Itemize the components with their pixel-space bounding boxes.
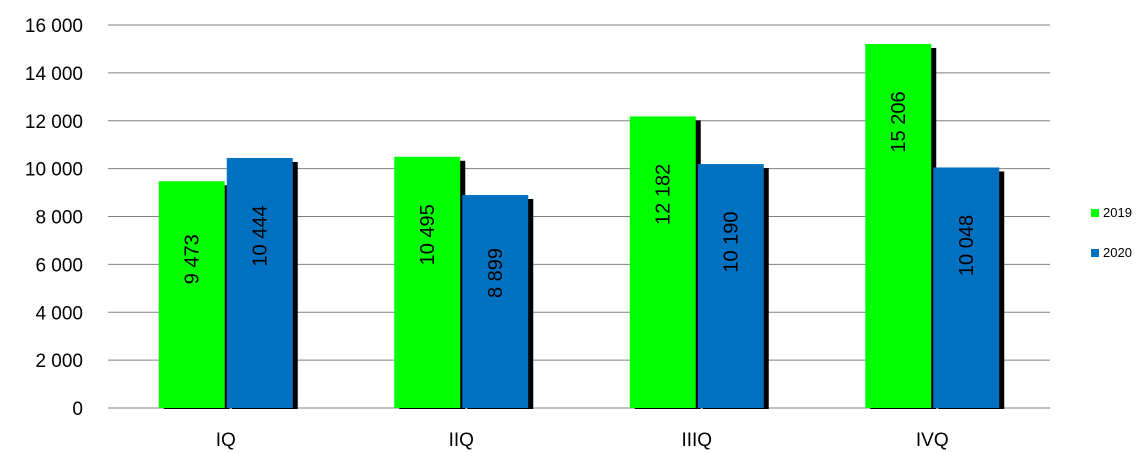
- data-label: 10 048: [956, 215, 978, 276]
- y-tick-label: 0: [72, 399, 83, 420]
- y-tick-label: 4 000: [35, 303, 83, 324]
- bar-2020-IQ: [226, 157, 293, 408]
- x-category-label: IIQ: [449, 430, 474, 451]
- legend: 2019 2020: [1091, 205, 1132, 260]
- bar-2019-IQ: [158, 181, 225, 408]
- bar-2019-IVQ: [865, 44, 932, 408]
- y-tick-label: 10 000: [25, 160, 83, 181]
- y-tick-label: 8 000: [35, 208, 83, 229]
- bar-2020-IIIQ: [697, 164, 764, 408]
- y-tick-label: 2 000: [35, 351, 83, 372]
- y-axis-ticks: 0 2 000 4 000 6 000 8 000 10 000 12 000 14 000 1…: [25, 16, 83, 420]
- data-label: 8 899: [485, 248, 507, 298]
- y-tick-label: 12 000: [25, 112, 83, 133]
- x-axis-categories: IQ IIQ IIIQ IVQ: [216, 430, 949, 451]
- data-label: 9 473: [182, 234, 204, 284]
- data-label: 15 206: [888, 91, 910, 152]
- legend-label: 2019: [1103, 205, 1132, 220]
- bar-2019-IIIQ: [629, 116, 696, 408]
- data-label: 12 182: [653, 164, 675, 225]
- y-tick-label: 6 000: [35, 255, 83, 276]
- data-label: 10 190: [721, 211, 743, 272]
- x-category-label: IQ: [216, 430, 236, 451]
- legend-swatch-2020: [1091, 249, 1099, 257]
- bars: [158, 44, 1000, 408]
- y-tick-label: 16 000: [25, 16, 83, 37]
- bar-2020-IIQ: [462, 194, 529, 408]
- legend-swatch-2019: [1091, 209, 1099, 217]
- y-tick-label: 14 000: [25, 64, 83, 85]
- bar-2020-IVQ: [933, 167, 1000, 408]
- x-category-label: IIIQ: [681, 430, 712, 451]
- data-label: 10 444: [250, 205, 272, 266]
- data-labels: 9 473 10 444 10 495 8 899 12 182 10 190 15 206…: [182, 91, 979, 298]
- data-label: 10 495: [417, 204, 439, 265]
- x-category-label: IVQ: [916, 430, 949, 451]
- bar-2019-IIQ: [394, 156, 461, 408]
- legend-label: 2020: [1103, 245, 1132, 260]
